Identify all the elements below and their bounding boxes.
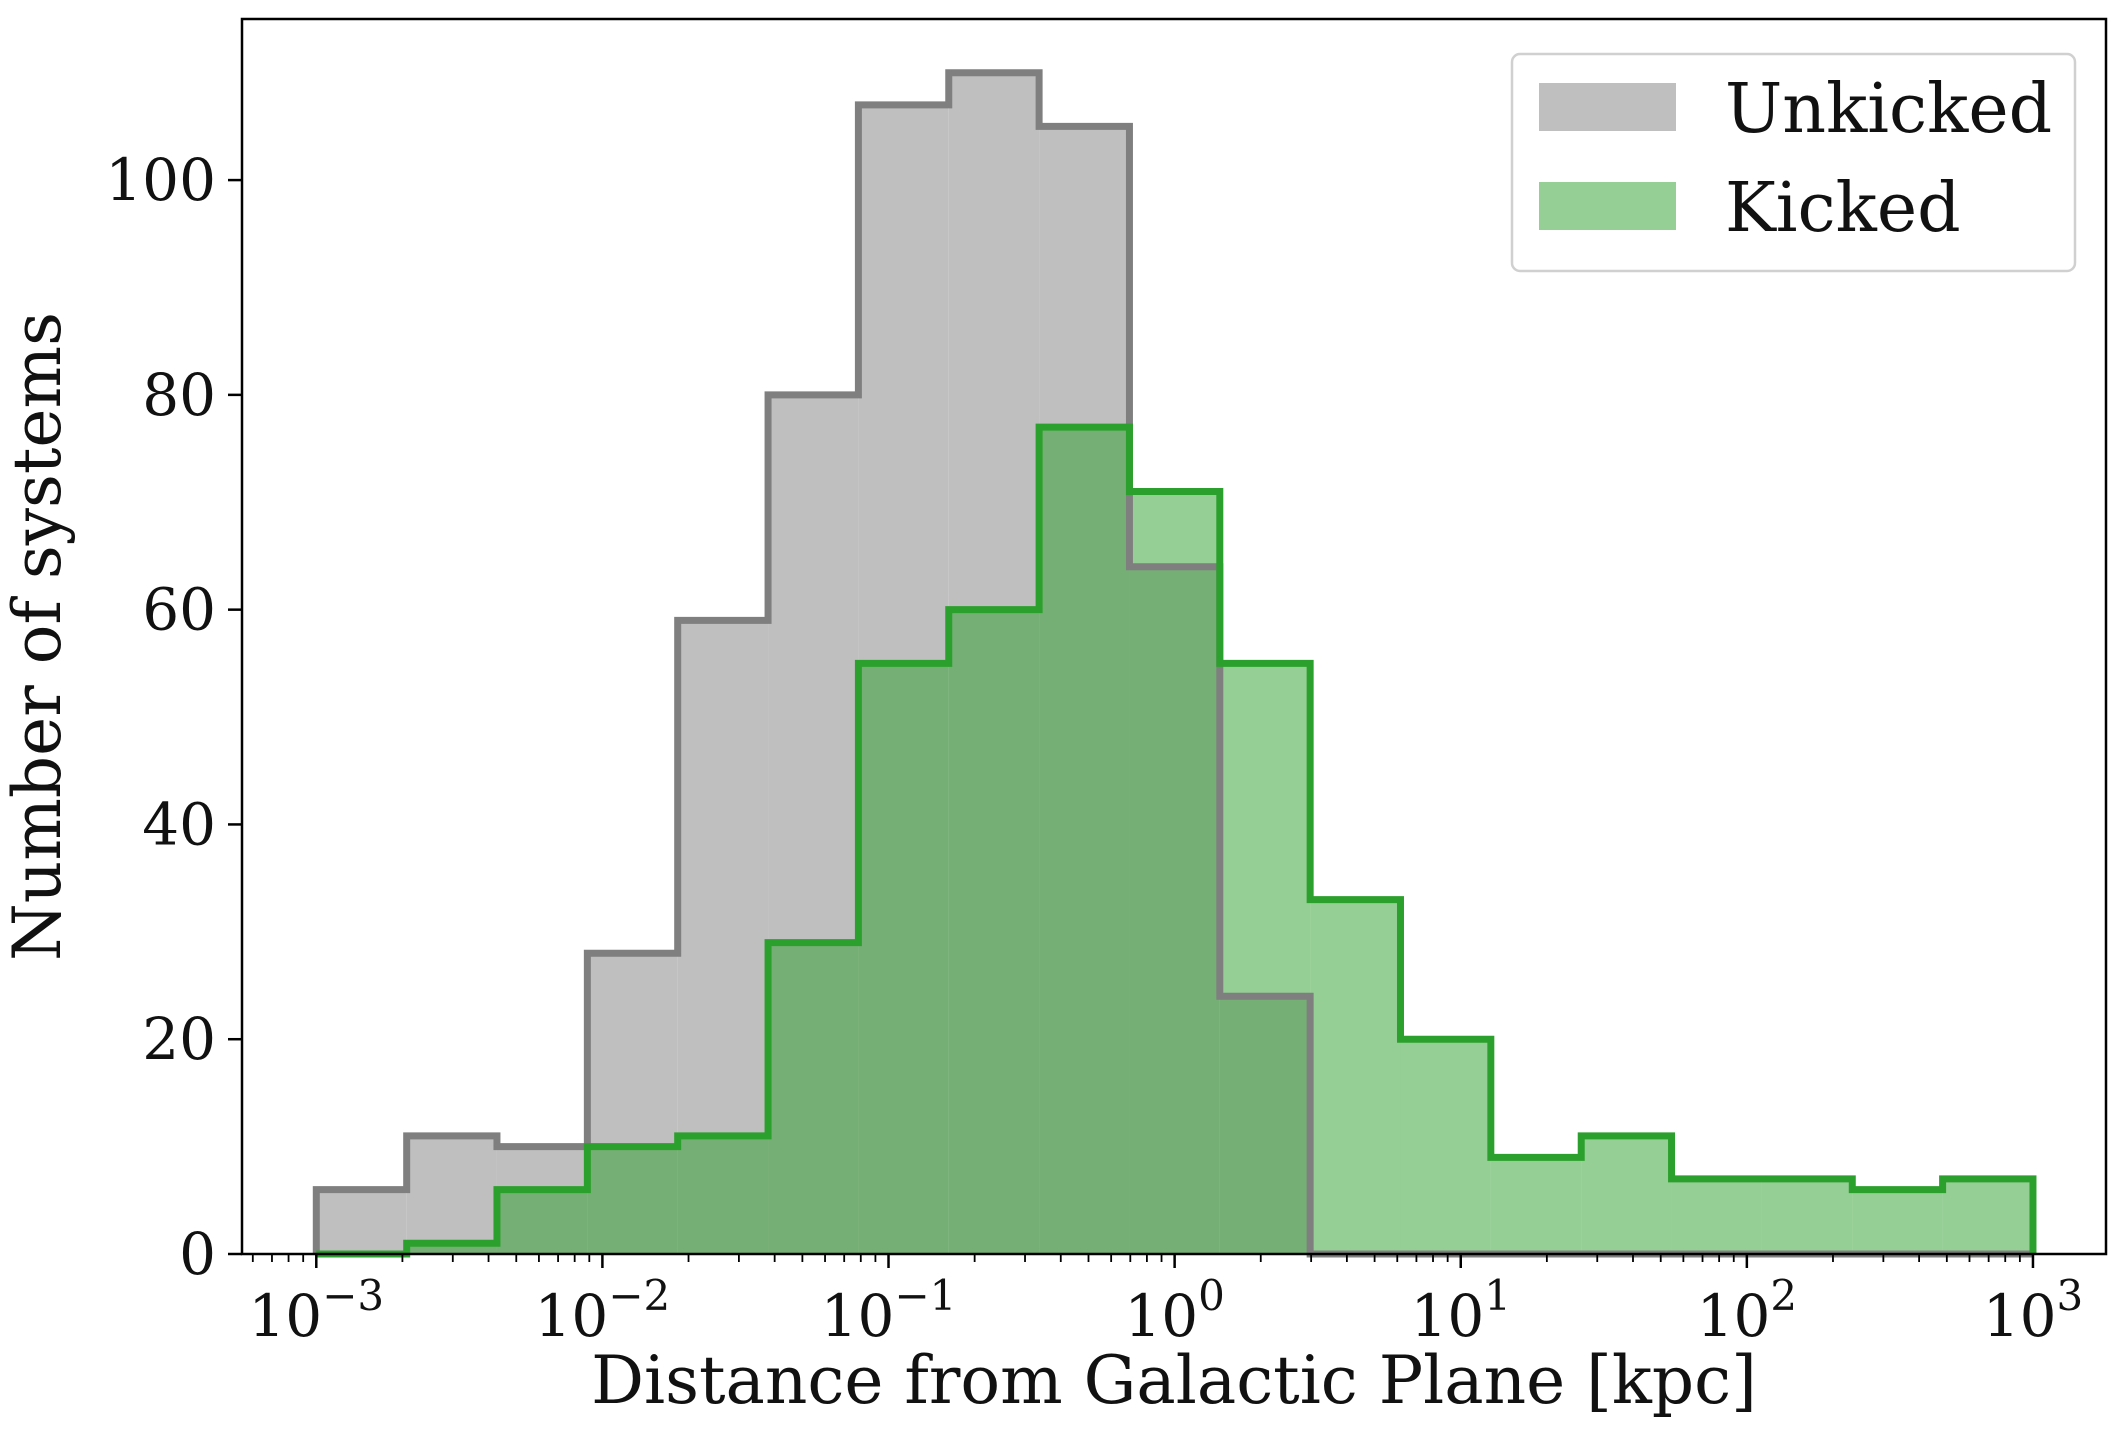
bar-kicked-3: [587, 1146, 678, 1254]
legend: Unkicked Kicked: [1510, 52, 2077, 273]
y-tick-label: 80: [142, 361, 216, 429]
bar-unkicked-1: [406, 1135, 497, 1254]
x-tick-label: 100: [1124, 1271, 1225, 1350]
x-axis-ticks: 10−3 10−2 10−1 100 101 102 103: [248, 1254, 2083, 1350]
bar-kicked-12: [1400, 1039, 1491, 1254]
x-tick-label: 10−3: [248, 1271, 384, 1350]
legend-swatch-kicked: [1539, 182, 1676, 230]
bar-kicked-14: [1581, 1135, 1672, 1254]
bar-kicked-15: [1671, 1178, 1762, 1254]
x-axis-label: Distance from Galactic Plane [kpc]: [591, 1342, 1757, 1419]
bar-kicked-16: [1761, 1178, 1853, 1254]
y-axis-label: Number of systems: [0, 312, 76, 961]
bar-kicked-5: [768, 942, 859, 1254]
bar-kicked-6: [858, 663, 949, 1254]
series-outline-kicked: [316, 423, 2037, 1258]
bar-kicked-11: [1310, 899, 1401, 1254]
x-tick-label: 101: [1410, 1271, 1511, 1350]
legend-label-unkicked: Unkicked: [1725, 70, 2052, 149]
series-bars-kicked: [406, 427, 2033, 1255]
bar-kicked-2: [496, 1189, 588, 1254]
legend-swatch-unkicked: [1539, 83, 1676, 131]
bar-kicked-17: [1852, 1189, 1943, 1254]
x-tick-label: 10−2: [535, 1271, 671, 1350]
y-tick-label: 60: [142, 576, 216, 644]
x-tick-label: 10−1: [821, 1271, 957, 1350]
y-tick-label: 0: [179, 1220, 216, 1288]
y-axis-ticks: 0 20 40 60 80 100: [105, 146, 242, 1288]
histogram-bars: [316, 72, 2033, 1255]
bar-kicked-1: [406, 1243, 497, 1254]
bar-unkicked-0: [316, 1189, 407, 1254]
x-tick-label: 103: [1983, 1271, 2084, 1350]
y-tick-label: 20: [142, 1005, 216, 1073]
y-tick-label: 40: [142, 790, 216, 858]
legend-label-kicked: Kicked: [1725, 169, 1961, 248]
x-tick-label: 102: [1697, 1271, 1798, 1350]
bar-kicked-18: [1942, 1178, 2033, 1254]
bar-kicked-9: [1129, 491, 1220, 1254]
bar-kicked-13: [1490, 1157, 1582, 1254]
bar-kicked-10: [1219, 663, 1311, 1254]
bar-kicked-8: [1039, 427, 1130, 1255]
bar-kicked-7: [948, 609, 1040, 1254]
y-tick-label: 100: [105, 146, 216, 214]
bar-kicked-4: [677, 1135, 769, 1254]
